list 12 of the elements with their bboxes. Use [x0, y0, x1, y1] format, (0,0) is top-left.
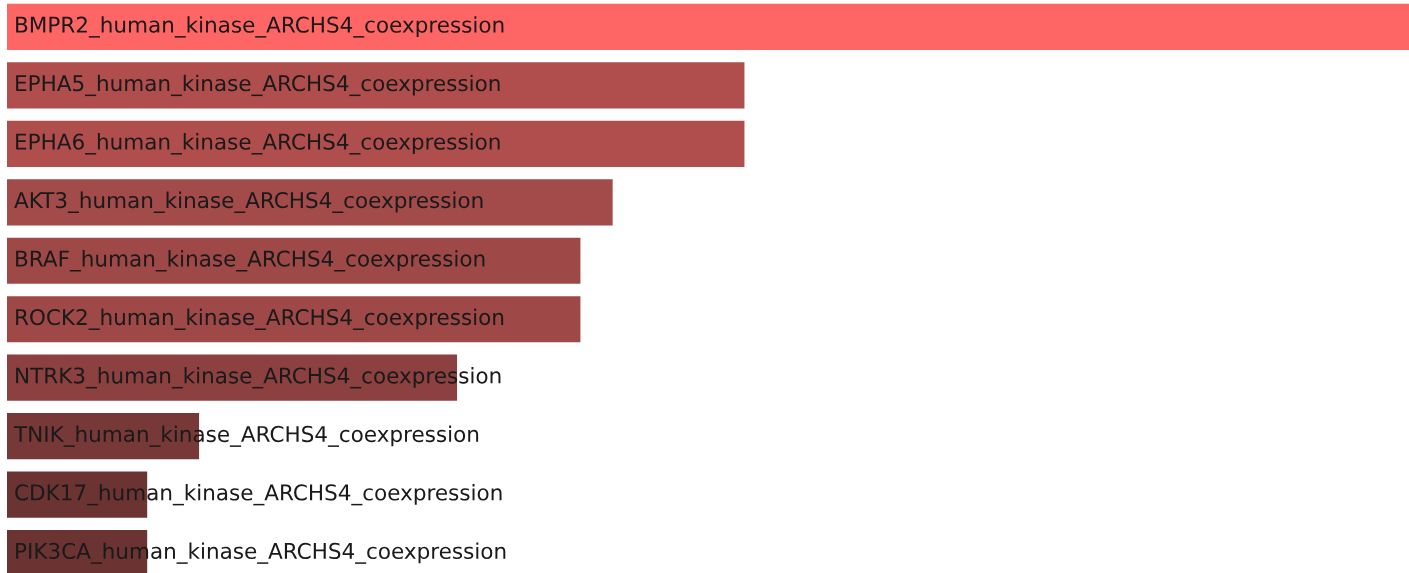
y-tick-label: EPHA5_human_kinase_ARCHS4_coexpression [16, 74, 500, 97]
bar [7, 296, 581, 343]
bar [7, 179, 613, 226]
y-tick-label: BMPR2_human_kinase_ARCHS4_coexpression [16, 16, 504, 38]
bar [7, 62, 745, 109]
y-tick-label: AKT3_human_kinase_ARCHS4_coexpression [14, 191, 483, 214]
y-tick-label: EPHA6_human_kinase_ARCHS4_coexpression [16, 133, 500, 155]
y-tick-label: BRAF_human_kinase_ARCHS4_coexpression [16, 250, 485, 272]
bar [7, 3, 1409, 50]
y-tick-label: ROCK2_human_kinase_ARCHS4_coexpression [16, 308, 504, 330]
bar [7, 120, 745, 167]
bar [7, 237, 581, 284]
